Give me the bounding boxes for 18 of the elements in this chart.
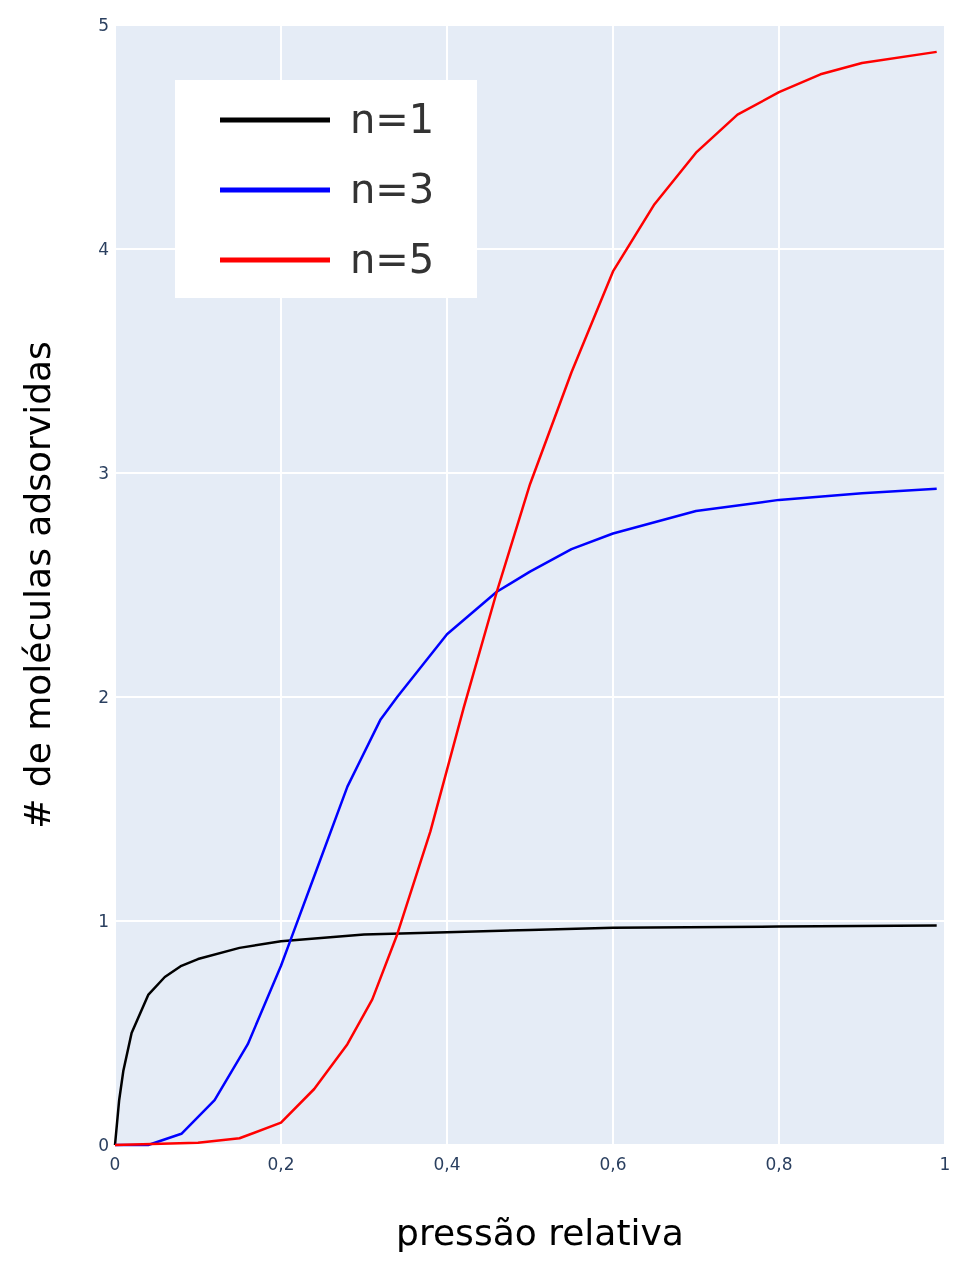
- y-tick-label: 3: [98, 463, 109, 483]
- y-tick-label: 5: [98, 15, 109, 35]
- x-tick-label: 0,2: [267, 1154, 295, 1174]
- legend-label: n=1: [350, 96, 435, 142]
- y-tick-label: 4: [98, 239, 109, 259]
- x-tick-label: 0,8: [765, 1154, 793, 1174]
- y-tick-label: 2: [98, 687, 109, 707]
- x-axis-title: pressão relativa: [396, 1212, 684, 1253]
- x-tick-label: 0,4: [433, 1154, 461, 1174]
- x-tick-label: 0,6: [599, 1154, 627, 1174]
- legend-label: n=3: [350, 166, 435, 212]
- y-tick-label: 1: [98, 911, 109, 931]
- y-axis-title: # de moléculas adsorvidas: [17, 341, 58, 829]
- x-tick-label: 1: [939, 1154, 951, 1174]
- legend-label: n=5: [350, 236, 435, 282]
- line-series: [113, 50, 938, 1147]
- y-tick-label: 0: [98, 1135, 109, 1155]
- line-series: [113, 924, 938, 1147]
